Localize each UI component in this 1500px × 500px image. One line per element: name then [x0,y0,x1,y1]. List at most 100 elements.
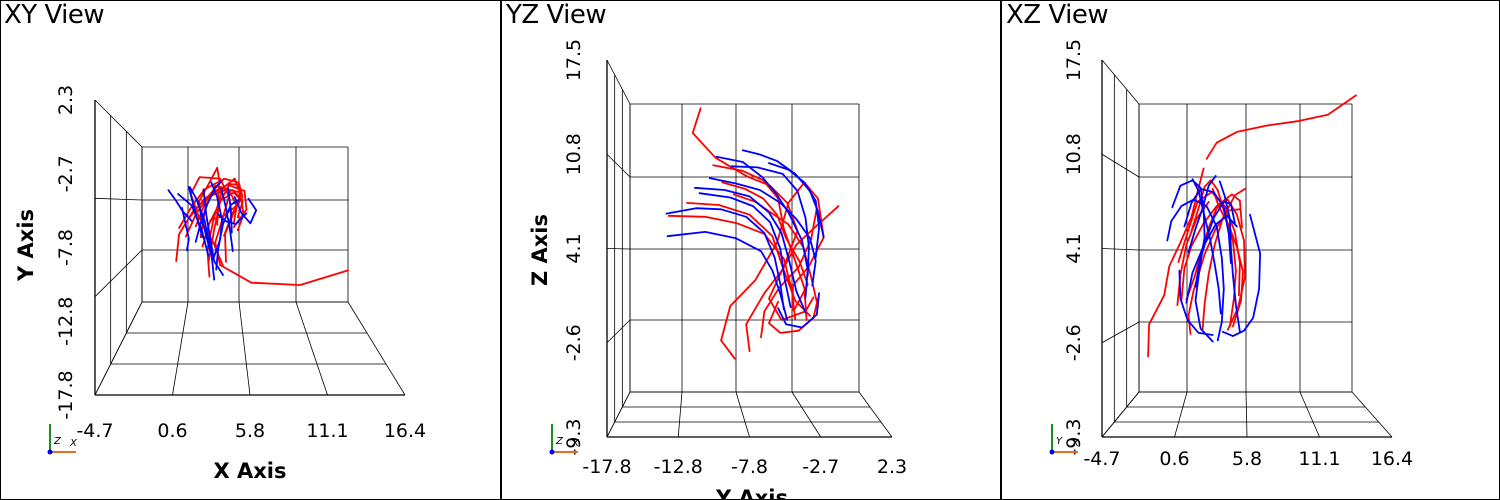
x-tick-label: 16.4 [1371,448,1413,470]
yz-view-panel: -17.8 -12.8 -7.8 -2.7 2.3 -9.3 -2.6 4.1 10.8 17.5… [500,0,1000,500]
streamline [1178,269,1214,336]
streamline [686,202,811,317]
x-axis-title: X Axis [214,459,287,483]
wall-line [606,153,631,178]
x-axis-title: Y Axis [715,486,788,500]
streamline [220,187,234,252]
streamline [1194,200,1236,288]
streamline [694,186,807,314]
x-tick-label: 0.6 [157,420,187,442]
streamline [720,181,825,360]
yz-view-plot: -17.8 -12.8 -7.8 -2.7 2.3 -9.3 -2.6 4.1 10.8 17.5… [528,39,907,500]
triad-label-right: X [69,438,78,449]
streamline [197,200,212,253]
wall-line [1101,153,1140,178]
streamline [167,189,193,222]
wall-line [94,301,143,396]
x-tick-label: -4.7 [76,420,113,442]
streamline [1201,188,1246,331]
triad-label-up: Y [1056,436,1063,447]
streamline [691,107,815,321]
floor-line [1174,391,1188,438]
x-tick-label: -4.7 [1083,448,1120,470]
streamline [1166,198,1225,342]
streamline [185,183,248,238]
streamline [665,207,785,311]
streamline [712,164,808,321]
xy-view-plot: -4.7 0.6 5.8 11.1 16.4 -17.8 -12.8 -7.8 -2.7 2.3 X… [14,85,426,483]
streamline [216,212,248,225]
y-tick-label: 4.1 [563,233,585,263]
floor-line [1351,391,1393,438]
floor-line [791,391,822,438]
floor-line [347,301,406,396]
wall-line [606,391,631,438]
y-tick-label: -2.7 [55,155,77,192]
wall-line [94,197,143,201]
wall-line [606,59,631,105]
y-tick-label: 10.8 [1063,133,1085,175]
floor-line [1299,391,1320,438]
grid [1101,59,1393,438]
wall-line [606,319,631,344]
streamline [1211,188,1244,328]
y-tick-label: 2.3 [55,85,77,115]
streamline [207,183,241,264]
streamline [233,196,258,225]
x-tick-label: 16.4 [384,420,426,442]
grid [94,99,406,396]
yz-view-title: YZ View [506,0,607,30]
wall-line [1101,59,1140,105]
x-tick-label: 11.1 [1298,448,1340,470]
streamline [1221,213,1261,337]
xz-view-panel: -4.7 0.6 5.8 11.1 16.4 -9.3 -2.6 4.1 10.8 17.5 Y X … [1000,0,1500,500]
y-tick-label: -2.6 [563,324,585,361]
triad-origin [1049,449,1055,455]
triad-label-right: X [571,438,580,449]
floor-line [735,391,750,438]
y-tick-label: 4.1 [1063,233,1085,263]
xy-view-title: XY View [4,0,105,30]
y-tick-label: -9.3 [1063,418,1085,455]
xy-view-panel: -4.7 0.6 5.8 11.1 16.4 -17.8 -12.8 -7.8 -2.7 2.3 X… [0,0,500,500]
streamline [1171,179,1214,343]
x-tick-label: 0.6 [1159,448,1189,470]
xz-view-plot: -4.7 0.6 5.8 11.1 16.4 -9.3 -2.6 4.1 10.8 17.5 Y X [1049,39,1413,470]
streamline [777,292,820,329]
wall-line [94,249,143,297]
streamline [708,177,817,287]
triad-origin [47,449,53,455]
streamline [194,180,222,243]
floor-line [1245,391,1248,438]
streamline [698,192,792,308]
floor-line [858,391,893,438]
streamline [721,181,809,310]
floor-line [238,301,251,396]
x-tick-label: 5.8 [235,420,265,442]
y-tick-label: 17.5 [563,39,585,81]
streamline [215,198,241,271]
streamline [768,297,819,334]
y-tick-label: 17.5 [1063,39,1085,81]
streamline [227,187,233,234]
streamline [715,155,809,299]
wall-line [1101,391,1140,438]
streamline [741,149,825,239]
x-tick-label: -2.7 [802,456,839,478]
xz-view-title: XZ View [1006,0,1109,30]
y-axis-title: Z Axis [528,214,552,286]
x-tick-label: 2.3 [877,456,907,478]
streamline [1183,188,1232,264]
y-tick-label: -2.6 [1063,324,1085,361]
x-tick-label: -7.8 [731,456,768,478]
floor-line [677,391,683,438]
streamline [1187,175,1217,254]
wall-line [1101,248,1140,251]
floor-line [295,301,328,396]
triad-label-up: Z [555,436,564,447]
grid [606,59,893,438]
x-tick-label: 11.1 [306,420,348,442]
x-tick-label: -17.8 [582,456,631,478]
y-tick-label: 10.8 [563,133,585,175]
